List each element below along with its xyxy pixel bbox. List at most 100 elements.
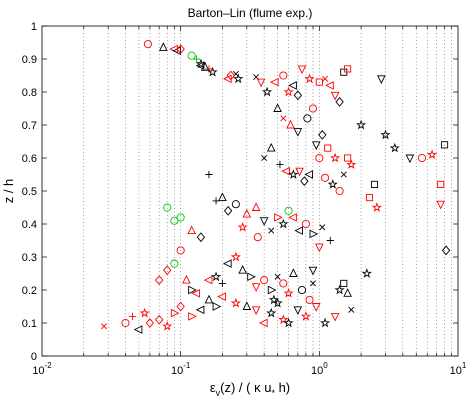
data-point-star [230, 297, 241, 308]
data-point-star [139, 307, 150, 318]
data-point-triangle-down [256, 78, 266, 88]
x-axis-label: εv(z) / ( κ u* h) [210, 380, 290, 398]
data-point-triangle-down [377, 75, 386, 85]
data-point-circle [187, 51, 196, 60]
x-label-sub: v [216, 388, 221, 398]
x-label-end: h) [275, 380, 290, 395]
data-point-triangle-right [212, 302, 222, 311]
data-point-triangle-left [222, 259, 232, 268]
data-point-triangle-down [330, 91, 340, 101]
data-point-diamond [145, 318, 155, 328]
data-point-x [319, 224, 326, 231]
data-point-triangle-up [242, 208, 252, 218]
data-point-diamond [226, 70, 236, 81]
data-point-star [278, 314, 289, 325]
data-point-x [274, 273, 281, 280]
data-point-star [334, 284, 345, 295]
data-point-triangle-left [269, 77, 279, 87]
data-point-triangle-left [191, 288, 200, 298]
data-point-plus [205, 170, 213, 179]
x-tick-label: 101 [450, 361, 467, 377]
y-tick-label: 0.1 [22, 318, 37, 330]
data-point-star [233, 73, 244, 84]
data-point-square [437, 180, 445, 188]
data-point-diamond [196, 232, 206, 243]
data-point-star [330, 152, 341, 163]
data-point-star [207, 66, 218, 77]
data-point-diamond [318, 130, 327, 140]
data-point-triangle-down [251, 283, 261, 292]
data-point-triangle-down [311, 141, 321, 151]
data-point-triangle-left [203, 275, 213, 285]
data-point-plus [192, 55, 201, 63]
y-tick-label: 0.6 [22, 153, 37, 165]
data-point-circle [143, 40, 152, 49]
data-point-diamond [176, 301, 185, 312]
data-point-diamond [300, 176, 309, 186]
data-point-x [309, 280, 317, 287]
data-point-triangle-right [309, 229, 319, 239]
data-point-plus [212, 197, 220, 205]
data-point-triangle-up [343, 288, 352, 297]
data-point-diamond [154, 314, 164, 325]
data-point-circle [315, 153, 324, 163]
data-point-circle [305, 295, 314, 304]
y-tick-label: 0.4 [22, 219, 37, 231]
data-point-triangle-up [251, 202, 261, 211]
data-point-circle [163, 203, 172, 212]
data-point-star [210, 271, 222, 282]
data-point-star [237, 221, 248, 232]
data-point-triangle-left [195, 305, 205, 315]
data-point-circle [253, 233, 262, 242]
data-point-star [361, 268, 372, 278]
data-point-star [262, 86, 273, 97]
data-point-triangle-right [170, 308, 180, 318]
data-point-triangle-down [259, 217, 269, 226]
data-point-circle [303, 114, 312, 123]
data-point-triangle-up [159, 42, 168, 51]
data-point-square [365, 194, 374, 202]
data-point-triangle-up [273, 103, 282, 112]
data-point-x [261, 154, 268, 162]
data-point-plus [276, 161, 284, 169]
y-axis-label: z / h [1, 179, 16, 204]
data-point-star [319, 317, 331, 328]
data-point-diamond [441, 245, 451, 256]
data-point-star [304, 73, 315, 84]
data-point-triangle-up [187, 225, 196, 235]
data-point-triangle-up [238, 264, 248, 274]
data-point-circle [170, 216, 179, 225]
data-point-triangle-down [330, 312, 340, 322]
y-tick-label: 0.8 [22, 87, 37, 99]
x-tick-label: 10-1 [171, 361, 191, 377]
data-point-star [283, 86, 294, 97]
data-point-circle [170, 259, 179, 268]
data-point-plus [326, 236, 334, 245]
data-point-star [278, 218, 289, 229]
data-point-triangle-left [325, 81, 334, 90]
data-point-star [346, 159, 357, 169]
data-point-triangle-down [311, 303, 321, 312]
data-point-circle [260, 276, 269, 285]
data-point-triangle-up [266, 142, 276, 152]
data-point-star [355, 119, 367, 130]
data-point-triangle-up [200, 62, 210, 71]
x-label-sub2: * [271, 388, 275, 398]
data-point-circle [301, 219, 310, 229]
x-tick-label: 10-2 [32, 361, 52, 377]
data-point-x [280, 115, 287, 122]
data-point-x [268, 227, 275, 234]
data-point-circle [176, 213, 185, 222]
data-point-square [315, 78, 323, 86]
data-point-triangle-left [288, 213, 297, 222]
data-point-square [340, 279, 348, 287]
y-tick-label: 0.5 [22, 186, 37, 198]
data-point-circle [284, 206, 293, 215]
data-point-triangle-up [182, 274, 191, 284]
plot-area [41, 25, 459, 357]
data-point-plus [218, 279, 227, 287]
data-point-star [162, 320, 173, 331]
data-point-plus [128, 312, 137, 320]
data-point-triangle-left [294, 226, 303, 235]
